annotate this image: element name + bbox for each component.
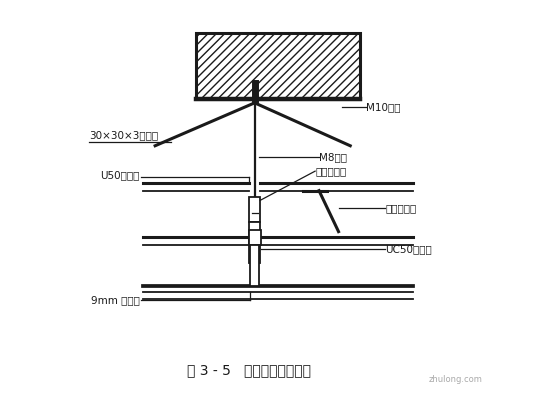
- Bar: [249, 196, 260, 222]
- Text: 30×30×3角钢件: 30×30×3角钢件: [89, 130, 158, 140]
- Text: 主龙骨吊件: 主龙骨吊件: [315, 166, 347, 176]
- Text: M10胀栓: M10胀栓: [366, 102, 400, 112]
- Bar: [196, 33, 360, 99]
- Text: 9mm 石膏板: 9mm 石膏板: [91, 295, 139, 305]
- Text: 次龙骨吊件: 次龙骨吊件: [385, 203, 417, 213]
- Text: 图 3 - 5   石膏板吊顶剖面图: 图 3 - 5 石膏板吊顶剖面图: [187, 363, 311, 377]
- Bar: [249, 222, 260, 263]
- Bar: [250, 245, 259, 286]
- Bar: [196, 33, 360, 99]
- Bar: [249, 230, 260, 245]
- Text: U50主龙骨: U50主龙骨: [100, 170, 139, 180]
- Text: M8吊筋: M8吊筋: [319, 152, 347, 162]
- Text: zhulong.com: zhulong.com: [428, 375, 482, 384]
- Text: UC50次龙骨: UC50次龙骨: [385, 244, 432, 254]
